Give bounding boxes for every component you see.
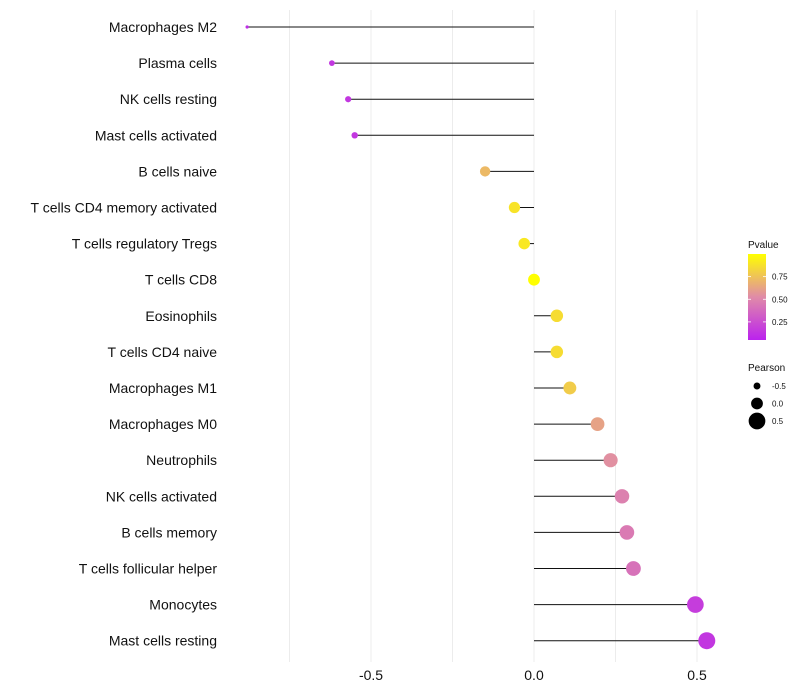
point-9 [550, 345, 564, 359]
grid-lines [289, 10, 698, 662]
x-tick-label: -0.5 [359, 667, 383, 683]
legend-pearson: Pearson -0.5 0.0 0.5 [748, 363, 786, 430]
pearson-key-label: -0.5 [772, 382, 786, 391]
legend-pearson-title: Pearson [748, 363, 785, 374]
category-label: Plasma cells [138, 55, 217, 71]
category-label: Mast cells resting [109, 633, 217, 649]
point-7 [528, 273, 540, 286]
point-2 [345, 96, 352, 103]
pearson-key-dot [748, 412, 766, 430]
point-6 [518, 237, 530, 250]
category-label: Macrophages M1 [109, 380, 217, 396]
pearson-key-label: 0.5 [772, 417, 784, 426]
pearson-key-label: 0.0 [772, 400, 784, 409]
category-label: T cells CD8 [145, 272, 217, 288]
point-13 [614, 489, 630, 504]
category-label: T cells CD4 memory activated [31, 200, 217, 216]
category-label: NK cells activated [106, 488, 217, 504]
x-axis-tick-labels: -0.5 0.0 0.5 [359, 667, 707, 683]
pvalue-tick-label: 0.50 [772, 295, 788, 304]
pvalue-colorbar [748, 254, 766, 340]
pearson-key-dot [753, 382, 761, 390]
point-4 [479, 166, 491, 177]
category-label: B cells naive [138, 163, 217, 179]
point-0 [245, 25, 249, 29]
x-tick-label: 0.0 [524, 667, 544, 683]
category-label: B cells memory [121, 524, 217, 540]
legend-pvalue: Pvalue 0.75 0.50 0.25 [748, 240, 788, 340]
point-11 [590, 417, 605, 431]
category-label: NK cells resting [120, 91, 217, 107]
category-label: Neutrophils [146, 452, 217, 468]
category-label: Macrophages M2 [109, 19, 217, 35]
y-axis-labels: Macrophages M2 Plasma cells NK cells resti… [31, 19, 218, 649]
legend-pvalue-title: Pvalue [748, 240, 779, 251]
lollipop-points [245, 25, 716, 650]
lollipop-stems [247, 26, 707, 642]
category-label: T cells regulatory Tregs [72, 236, 217, 252]
point-10 [563, 381, 577, 395]
point-15 [626, 561, 641, 576]
point-12 [603, 453, 618, 468]
point-16 [687, 596, 704, 613]
point-1 [329, 60, 335, 66]
point-14 [619, 525, 635, 540]
point-3 [351, 132, 358, 139]
category-label: Eosinophils [145, 308, 217, 324]
x-tick-label: 0.5 [687, 667, 707, 683]
point-5 [508, 201, 521, 214]
category-label: Mast cells activated [95, 127, 217, 143]
pearson-key-dot [751, 397, 763, 410]
category-label: T cells CD4 naive [108, 344, 218, 360]
point-8 [550, 309, 564, 323]
category-label: Monocytes [149, 597, 217, 613]
category-label: T cells follicular helper [79, 561, 218, 577]
pvalue-tick-label: 0.75 [772, 273, 788, 282]
pvalue-tick-label: 0.25 [772, 318, 788, 327]
category-label: Macrophages M0 [109, 416, 217, 432]
point-17 [698, 632, 716, 650]
